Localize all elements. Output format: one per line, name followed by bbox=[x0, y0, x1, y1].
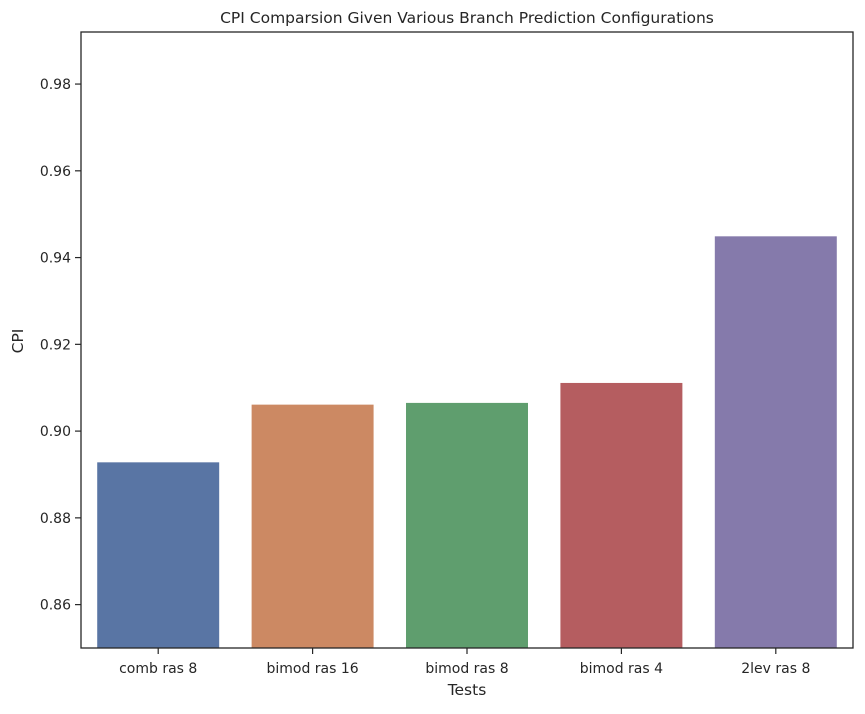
x-tick-label: bimod ras 4 bbox=[580, 661, 663, 677]
y-axis-label: CPI bbox=[9, 329, 27, 354]
bar-comb-ras-8 bbox=[97, 462, 220, 648]
bars-layer bbox=[97, 236, 837, 649]
x-tick-label: comb ras 8 bbox=[119, 661, 197, 677]
y-tick-label: 0.98 bbox=[40, 77, 71, 93]
bar-bimod-ras-16 bbox=[251, 404, 374, 648]
x-tick-label: 2lev ras 8 bbox=[741, 661, 810, 677]
x-axis-ticks: comb ras 8 bimod ras 16 bimod ras 8 bimod r… bbox=[119, 648, 810, 677]
bar-bimod-ras-4 bbox=[560, 382, 683, 648]
x-axis-label: Tests bbox=[447, 681, 487, 699]
y-tick-label: 0.94 bbox=[40, 251, 71, 267]
y-tick-label: 0.88 bbox=[40, 511, 71, 527]
y-tick-label: 0.92 bbox=[40, 337, 71, 353]
bar-bimod-ras-8 bbox=[406, 402, 528, 648]
y-tick-label: 0.90 bbox=[40, 424, 71, 440]
x-tick-label: bimod ras 8 bbox=[425, 661, 508, 677]
plot-frame bbox=[80, 31, 854, 649]
y-tick-label: 0.96 bbox=[40, 164, 71, 180]
bar-2lev-ras-8 bbox=[714, 236, 837, 649]
chart-title: CPI Comparsion Given Various Branch Pred… bbox=[220, 9, 714, 27]
x-tick-label: bimod ras 16 bbox=[266, 661, 358, 677]
y-tick-label: 0.86 bbox=[40, 598, 71, 614]
y-axis-ticks: 0.86 0.88 0.90 0.92 0.94 0.96 0.98 bbox=[40, 77, 81, 614]
